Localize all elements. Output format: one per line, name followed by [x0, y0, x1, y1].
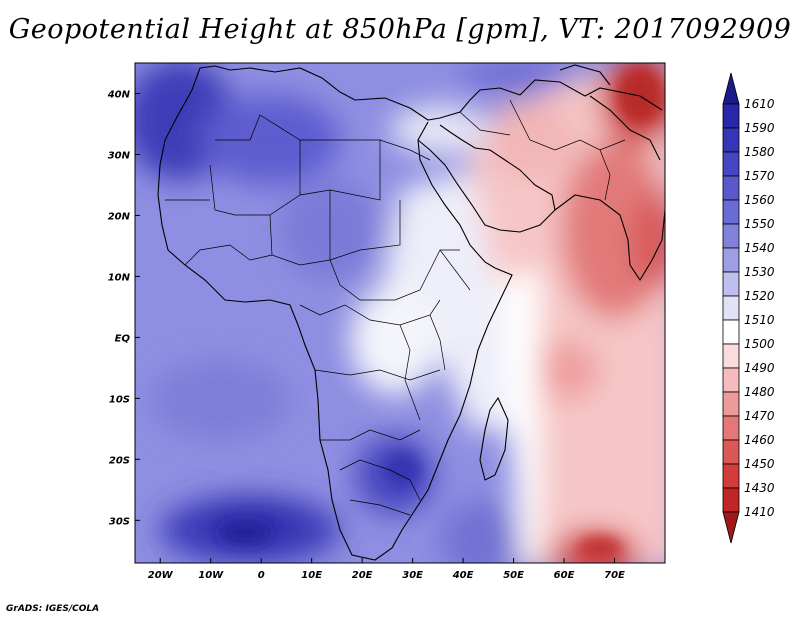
colorbar-swatch: [722, 295, 740, 321]
colorbar-label: 1590: [744, 121, 775, 135]
lon-tick-label: 70E: [604, 570, 625, 581]
colorbar-swatch: [722, 175, 740, 201]
lon-tick-label: 50E: [503, 570, 524, 581]
lon-tick-label: 60E: [554, 570, 575, 581]
lon-tick-label: 10E: [301, 570, 322, 581]
colorbar-swatch: [722, 391, 740, 417]
colorbar-swatch: [722, 247, 740, 273]
lon-tick-label: 10W: [198, 570, 224, 581]
lat-tick-label: 10N: [108, 272, 131, 283]
lon-tick-label: 20W: [148, 570, 174, 581]
lat-tick-label: 30S: [109, 516, 130, 527]
grads-credit: GrADS: IGES/COLA: [6, 604, 100, 614]
colorbar-swatch: [722, 343, 740, 369]
colorbar-label: 1450: [744, 457, 775, 471]
lat-tick-label: 40N: [107, 89, 131, 100]
lon-tick-label: 30E: [402, 570, 423, 581]
colorbar-label: 1610: [744, 97, 775, 111]
lon-tick-label: 20E: [352, 570, 373, 581]
colorbar-label: 1490: [744, 361, 775, 375]
colorbar-label: 1500: [744, 337, 775, 351]
lat-tick-label: 10S: [109, 394, 130, 405]
colorbar-label: 1550: [744, 217, 775, 231]
colorbar-label: 1540: [744, 241, 775, 255]
colorbar-label: 1460: [744, 433, 775, 447]
colorbar-label: 1510: [744, 313, 775, 327]
lat-tick-label: EQ: [115, 333, 131, 344]
latitude-axis: 40N 30N 20N 10N EQ 10S 20S 30S: [107, 89, 140, 527]
height-field: [135, 63, 665, 563]
colorbar-swatch: [722, 199, 740, 225]
plot-frame: [134, 62, 666, 564]
coastlines: [157, 64, 665, 561]
colorbar-label: 1410: [744, 505, 775, 519]
colorbar-label: 1430: [744, 481, 775, 495]
map-title: Geopotential Height at 850hPa [gpm], VT:…: [8, 14, 792, 45]
lat-tick-label: 20S: [109, 455, 130, 466]
colorbar-label: 1520: [744, 289, 775, 303]
colorbar-label: 1560: [744, 193, 775, 207]
lon-tick-label: 0: [258, 570, 265, 581]
colorbar-swatch: [722, 103, 740, 129]
colorbar-label: 1470: [744, 409, 775, 423]
colorbar-swatch: [722, 223, 740, 249]
colorbar-swatch: [722, 463, 740, 489]
country-borders: [165, 99, 626, 516]
lat-tick-label: 30N: [108, 150, 131, 161]
longitude-axis: 20W 10W 0 10E 20E 30E 40E 50E 60E 70E: [148, 558, 625, 581]
lat-tick-label: 20N: [108, 211, 131, 222]
colorbar-swatch: [722, 367, 740, 393]
colorbar-label: 1480: [744, 385, 775, 399]
colorbar-swatch: [722, 127, 740, 153]
colorbar-swatch: [722, 72, 740, 105]
colorbar-swatch: [722, 151, 740, 177]
colorbar-swatch: [722, 271, 740, 297]
colorbar-swatch: [722, 511, 740, 544]
colorbar-swatch: [722, 439, 740, 465]
colorbar: 1610 1590 1580 1570 1560 1550 1540 1530 1520 1510…: [722, 72, 775, 544]
colorbar-label: 1580: [744, 145, 775, 159]
colorbar-label: 1570: [744, 169, 775, 183]
colorbar-swatch: [722, 319, 740, 345]
colorbar-swatch: [722, 415, 740, 441]
colorbar-label: 1530: [744, 265, 775, 279]
lon-tick-label: 40E: [452, 570, 474, 581]
colorbar-swatch: [722, 487, 740, 513]
